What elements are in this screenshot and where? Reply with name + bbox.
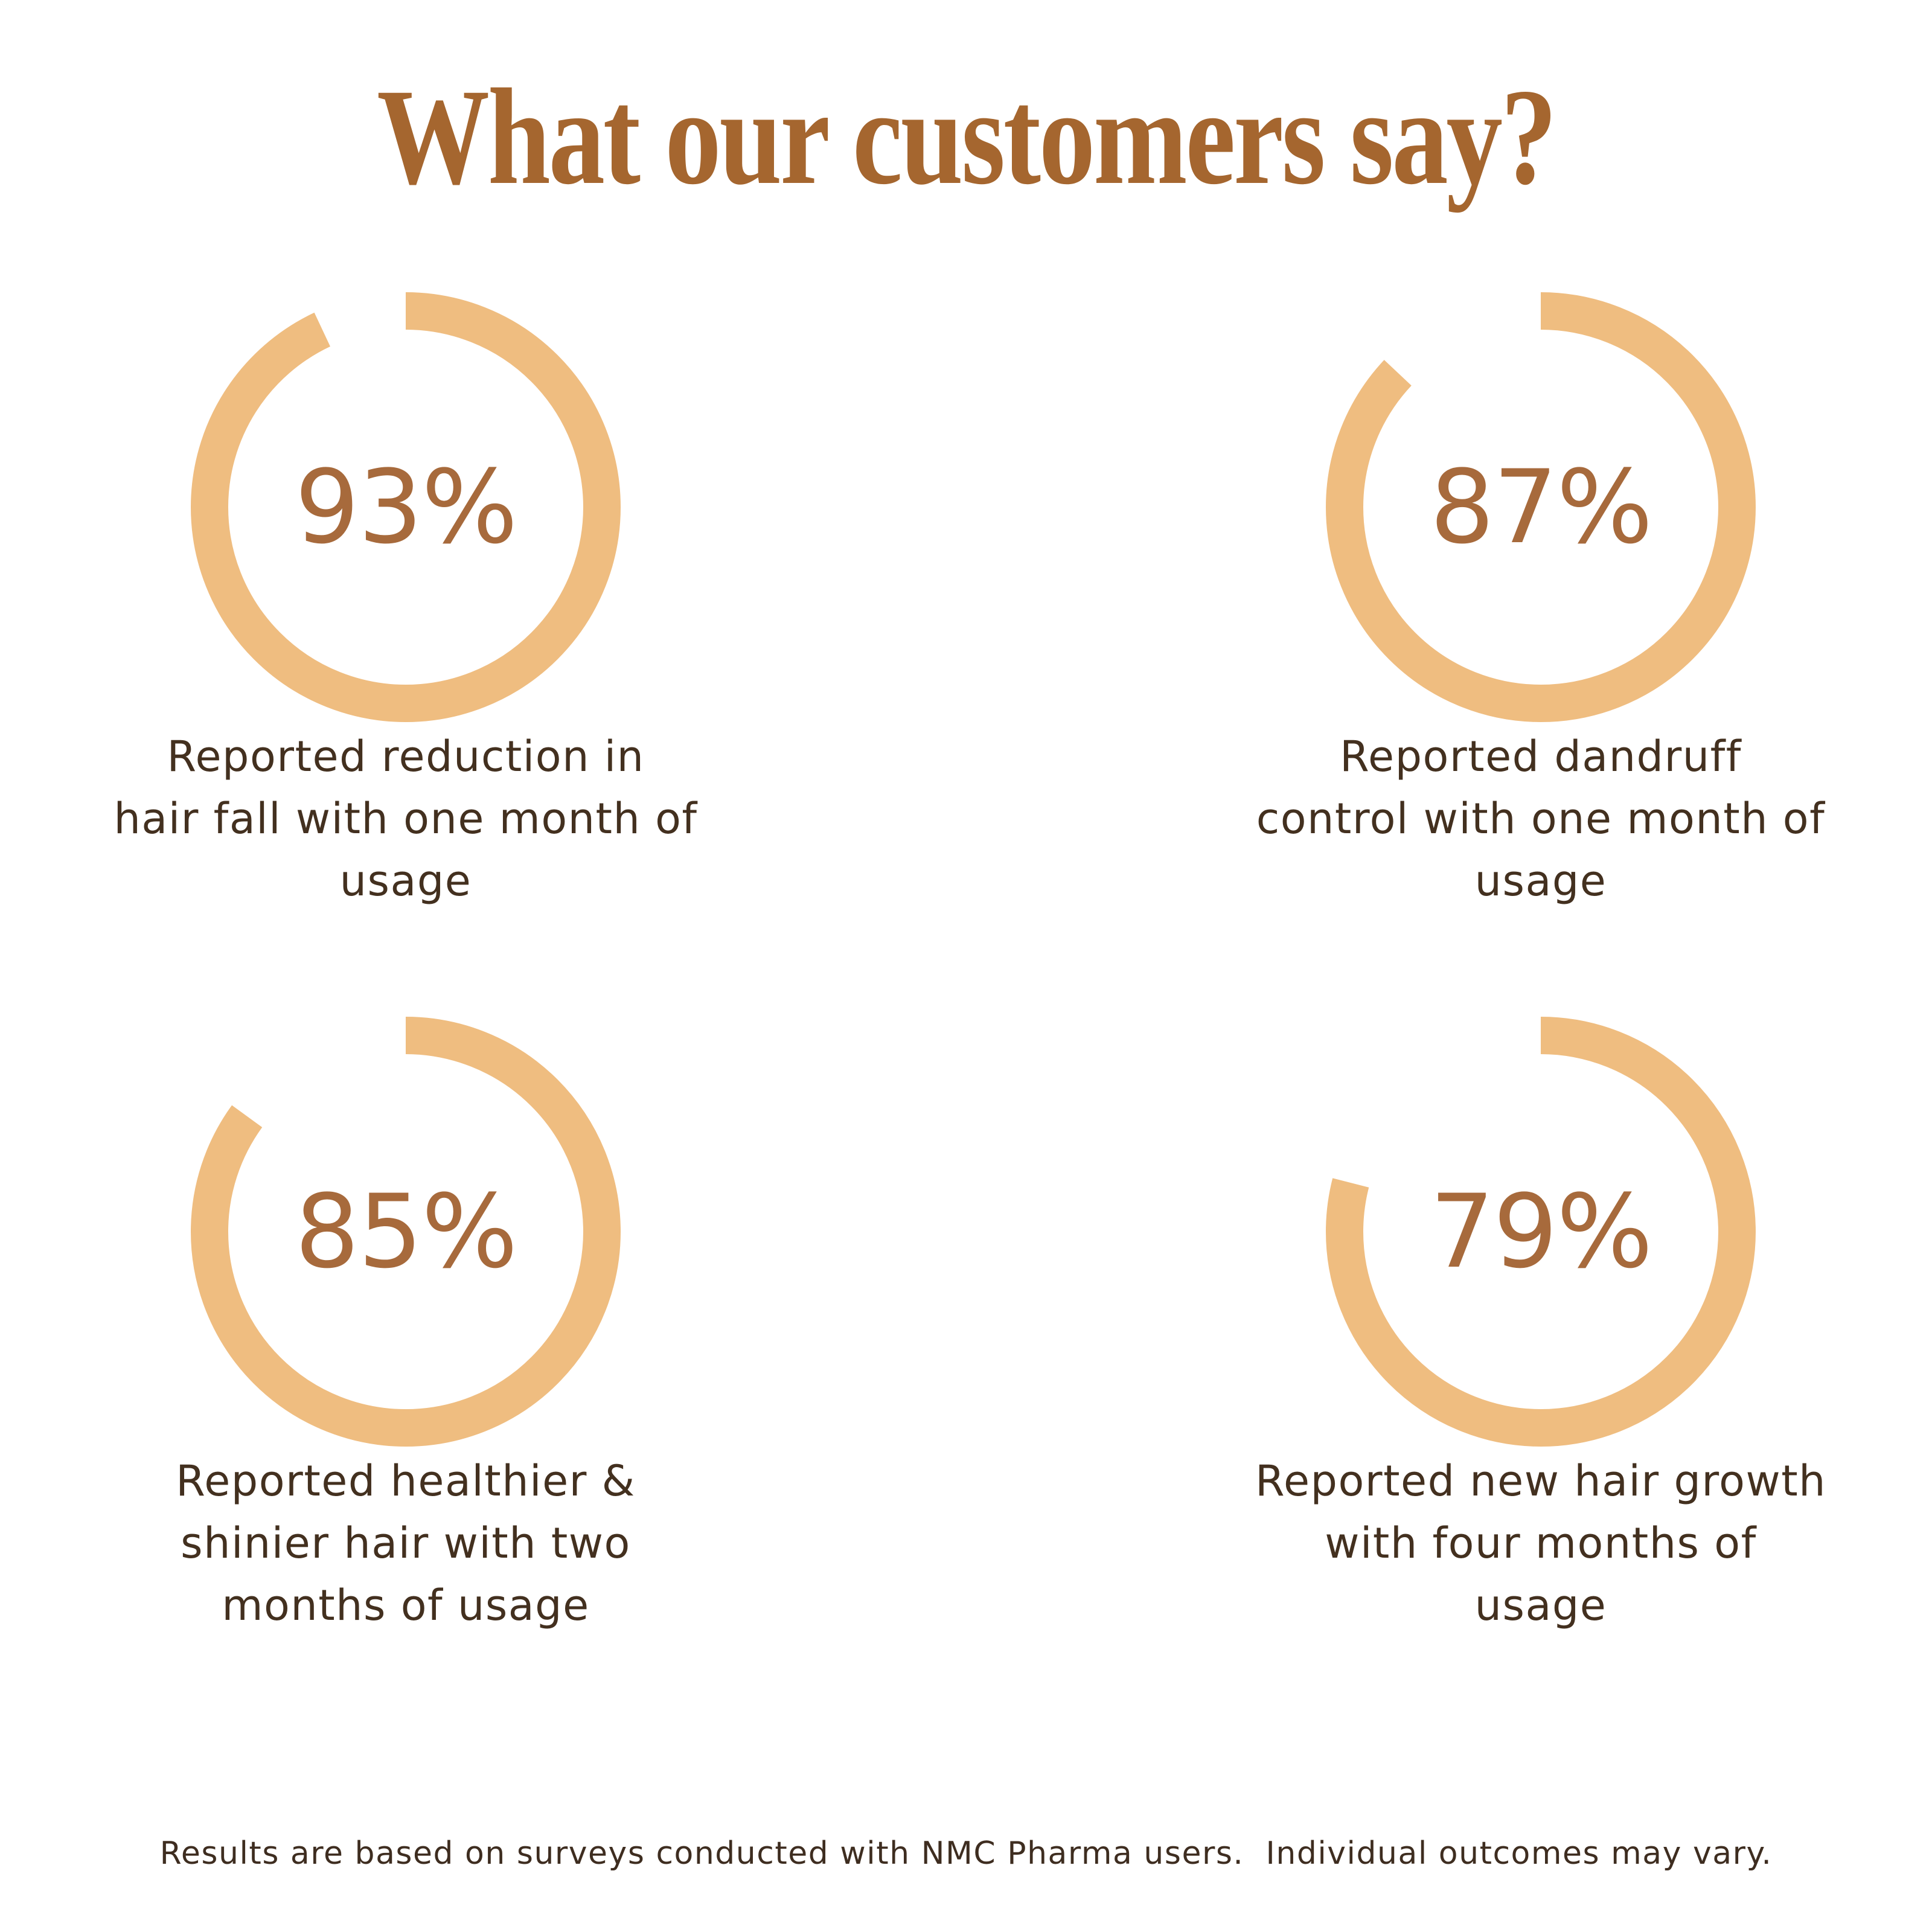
- stat-card-hair-fall: 93% Reported reduction in hair fall with…: [114, 290, 697, 906]
- caption-line: Reported new hair growth: [1255, 1456, 1827, 1506]
- percent-value: 85%: [295, 1172, 517, 1291]
- stat-card-new-hair-growth: 79% Reported new hair growth with four m…: [1255, 1014, 1826, 1630]
- percent-value: 93%: [295, 448, 517, 566]
- stat-card-healthier-hair: 85% Reported healthier & shinier hair wi…: [176, 1014, 635, 1630]
- caption-line: usage: [339, 856, 472, 906]
- stat-caption: Reported new hair growth with four month…: [1118, 1450, 1932, 1637]
- caption-line: usage: [1474, 856, 1607, 906]
- page-title: What our customers say?: [0, 65, 1932, 210]
- percent-value: 87%: [1430, 448, 1652, 566]
- caption-line: with four months of: [1325, 1518, 1757, 1568]
- donut-ring: [1326, 292, 1756, 722]
- donut-ring: [191, 1017, 621, 1447]
- caption-line: hair fall with one month of: [114, 794, 698, 843]
- donut-ring: [191, 292, 621, 722]
- caption-line: months of usage: [222, 1581, 590, 1630]
- disclaimer-text: Results are based on surveys conducted w…: [159, 1835, 1773, 1872]
- caption-line: usage: [1474, 1581, 1607, 1630]
- stat-caption: Reported dandruff control with one month…: [1118, 726, 1932, 912]
- donut-ring: [1326, 1017, 1756, 1447]
- caption-line: control with one month of: [1256, 794, 1826, 843]
- stat-caption: Reported healthier & shinier hair with t…: [0, 1450, 828, 1637]
- percent-value: 79%: [1430, 1172, 1652, 1291]
- caption-line: shinier hair with two: [181, 1518, 631, 1568]
- caption-line: Reported healthier &: [176, 1456, 636, 1506]
- caption-line: Reported dandruff: [1340, 732, 1742, 781]
- stat-caption: Reported reduction in hair fall with one…: [0, 726, 828, 912]
- caption-line: Reported reduction in: [167, 732, 645, 781]
- stat-card-dandruff: 87% Reported dandruff control with one m…: [1256, 290, 1825, 906]
- page-title-text: What our customers say?: [377, 61, 1557, 213]
